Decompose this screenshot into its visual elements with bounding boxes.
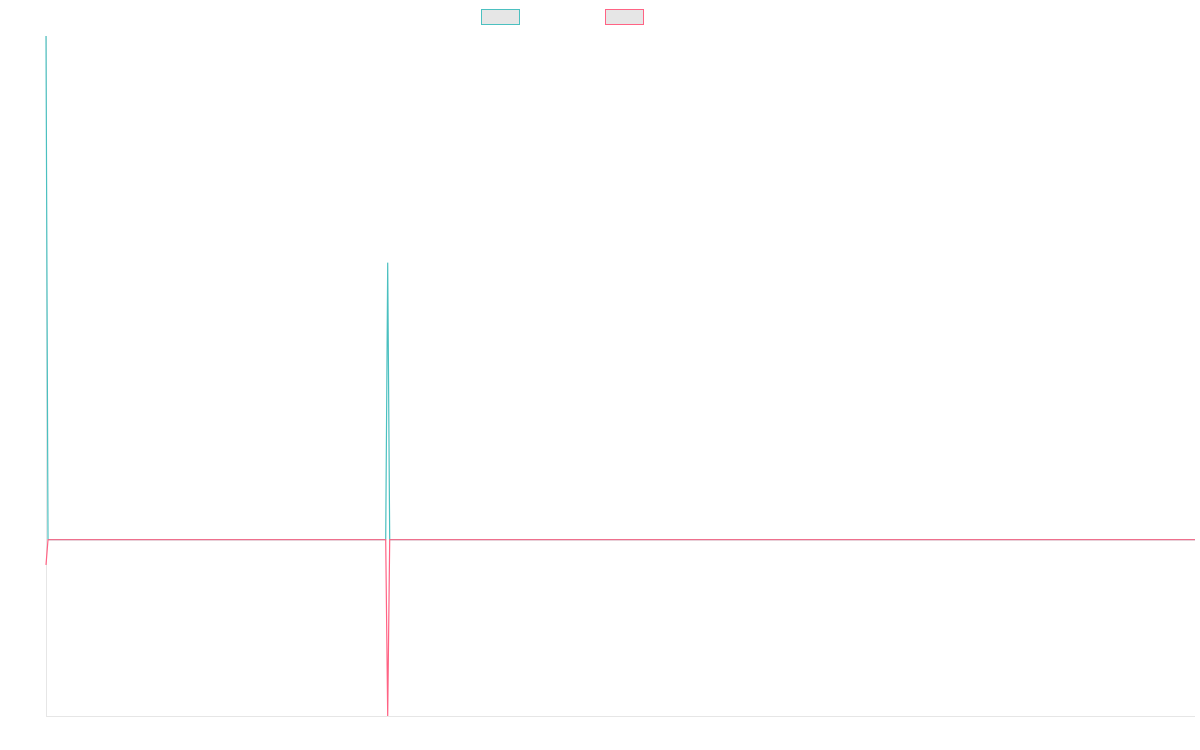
chart-legend [0,0,1200,30]
legend-swatch-series-2[interactable] [605,9,644,25]
series-layer [45,35,1195,717]
series-line-1 [45,35,1195,541]
series-line-2 [45,539,1195,717]
legend-swatch-series-1[interactable] [481,9,520,25]
